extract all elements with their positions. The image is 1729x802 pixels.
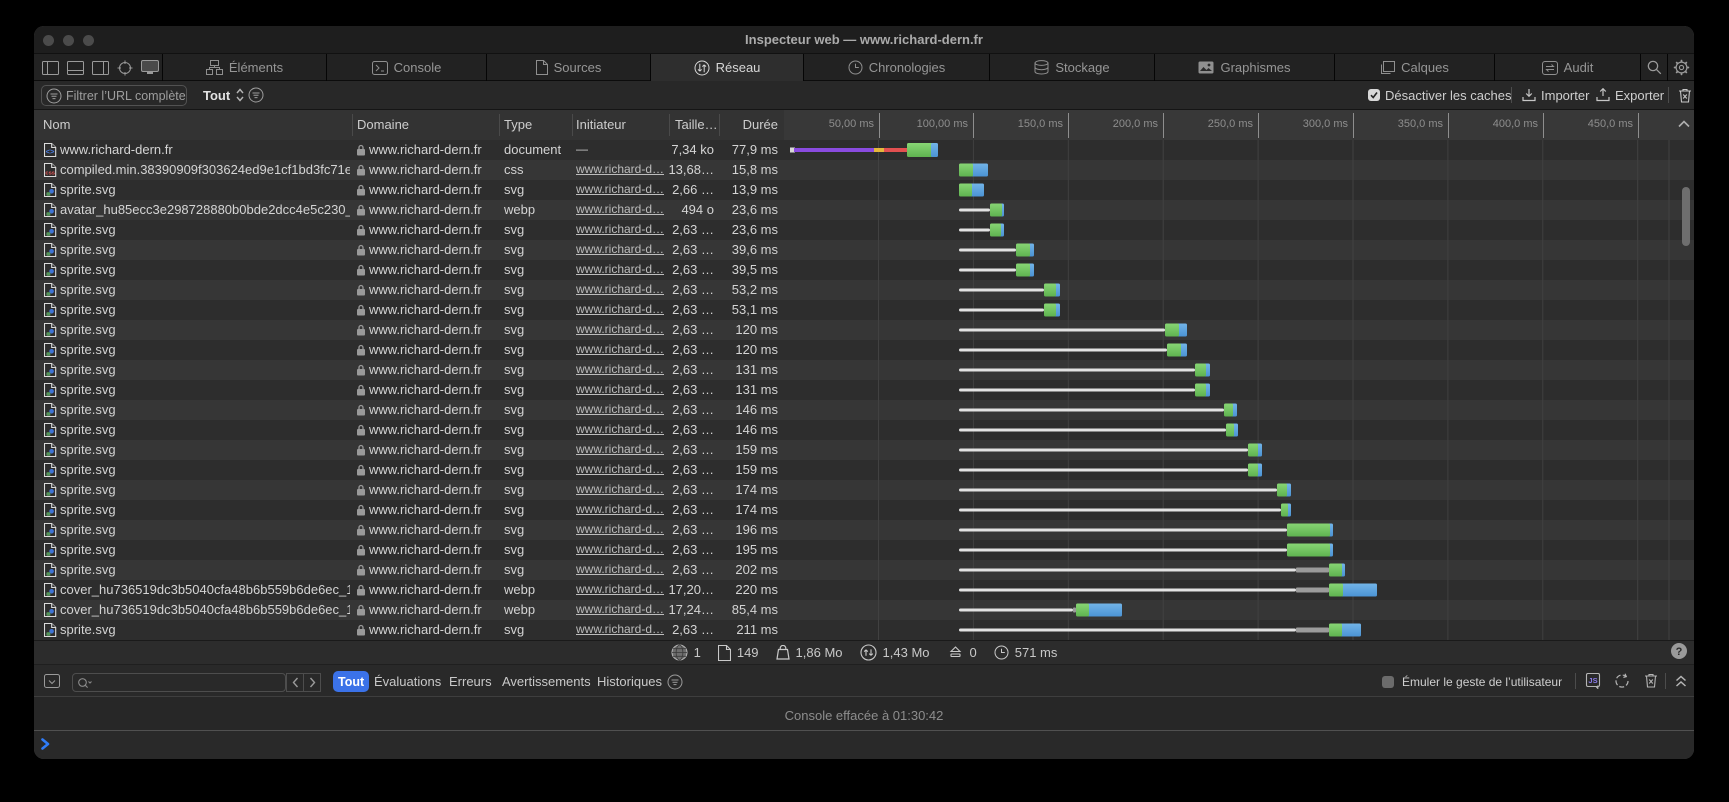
svg-text:?: ? bbox=[1676, 646, 1683, 658]
svg-text:css: css bbox=[45, 170, 55, 176]
svg-text:JS: JS bbox=[1588, 676, 1597, 685]
svg-text:<>: <> bbox=[46, 147, 55, 156]
